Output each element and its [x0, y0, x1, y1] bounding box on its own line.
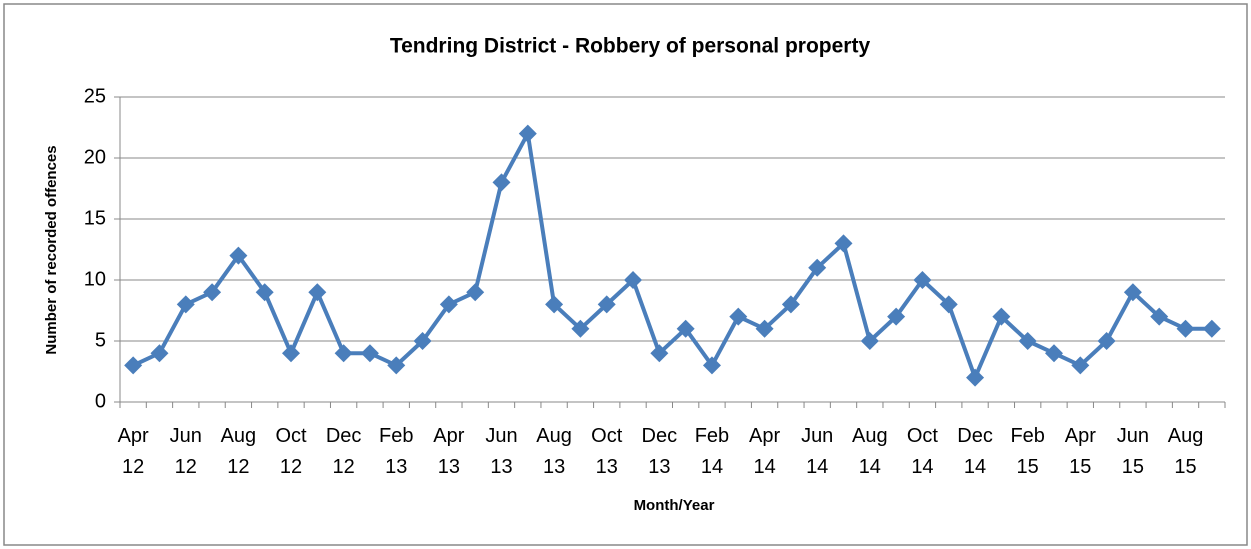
y-tick-label: 0: [95, 390, 106, 412]
data-point: [966, 368, 985, 387]
x-tick-label: Dec 13: [641, 425, 678, 478]
x-tick-label: Apr 14: [749, 425, 781, 478]
data-point: [1176, 319, 1195, 338]
data-point: [308, 283, 327, 302]
data-point: [413, 332, 432, 350]
x-tick-label: Oct 12: [275, 425, 307, 478]
data-point: [597, 295, 616, 314]
data-point: [124, 356, 143, 375]
data-point: [808, 258, 827, 277]
data-point: [229, 246, 248, 265]
data-point: [255, 283, 274, 302]
data-point: [676, 319, 695, 338]
x-tick-label: Apr 13: [433, 425, 465, 478]
y-tick-label: 15: [84, 207, 106, 229]
x-axis-label: Month/Year: [634, 497, 715, 514]
data-point: [518, 124, 537, 143]
x-tick-label: Dec 14: [957, 425, 993, 478]
data-point: [203, 283, 222, 302]
data-point: [492, 173, 511, 192]
y-tick-label: 5: [95, 329, 106, 351]
data-point: [1018, 332, 1037, 350]
data-point: [834, 234, 853, 253]
data-point: [360, 344, 379, 363]
data-point: [387, 356, 406, 375]
data-point: [624, 271, 643, 289]
y-tick-label: 20: [84, 146, 106, 168]
x-tick-label: Aug 14: [852, 425, 888, 478]
data-point: [913, 271, 932, 289]
x-tick-label: Aug 13: [536, 425, 572, 478]
x-tick-label: Apr 12: [117, 425, 149, 478]
y-axis-label: Number of recorded offences: [43, 145, 60, 354]
data-point: [887, 307, 906, 326]
x-tick-label: Aug 12: [220, 425, 257, 478]
data-point: [992, 307, 1011, 326]
x-tick-label: Apr 15: [1064, 425, 1096, 478]
x-tick-label: Feb 13: [379, 425, 414, 478]
x-tick-label: Jun 13: [485, 425, 518, 478]
data-point: [334, 344, 353, 363]
data-point: [939, 295, 958, 314]
data-point: [571, 319, 590, 338]
data-point: [439, 295, 458, 314]
data-point: [702, 356, 721, 375]
x-tick-label: Jun 12: [169, 425, 202, 478]
data-point: [1202, 319, 1221, 338]
data-point: [1150, 307, 1169, 326]
data-point: [1071, 356, 1090, 375]
x-tick-label: Oct 13: [591, 425, 623, 478]
data-point: [545, 295, 564, 314]
y-tick-label: 25: [84, 85, 106, 107]
data-point: [176, 295, 195, 314]
x-tick-label: Dec 12: [325, 425, 362, 478]
data-point: [282, 344, 301, 363]
data-point: [1123, 283, 1142, 302]
data-point: [1097, 332, 1116, 350]
x-tick-label: Feb 15: [1010, 425, 1045, 478]
chart-border: [3, 3, 1248, 546]
x-tick-label: Oct 14: [906, 425, 938, 478]
data-point: [781, 295, 800, 314]
x-tick-label: Jun 14: [801, 425, 834, 478]
data-point: [860, 332, 879, 350]
chart-title: Tendring District - Robbery of personal …: [390, 35, 871, 58]
y-tick-label: 10: [84, 268, 106, 290]
x-tick-label: Feb 14: [694, 425, 730, 478]
data-point: [466, 283, 485, 302]
data-point: [150, 344, 169, 363]
x-tick-label: Aug 15: [1167, 425, 1204, 478]
data-point: [755, 319, 774, 338]
data-point: [1044, 344, 1063, 363]
data-point: [729, 307, 748, 326]
data-point: [650, 344, 669, 363]
x-tick-label: Jun 15: [1116, 425, 1150, 478]
